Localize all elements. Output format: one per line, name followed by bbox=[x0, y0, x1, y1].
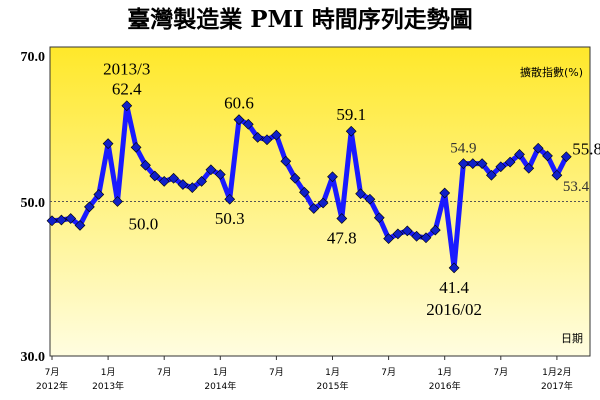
data-point bbox=[112, 196, 123, 207]
data-point bbox=[186, 182, 198, 193]
data-label: 62.4 bbox=[112, 80, 142, 99]
data-point bbox=[364, 193, 376, 205]
data-point bbox=[205, 164, 217, 176]
data-point bbox=[467, 158, 479, 169]
data-point bbox=[327, 171, 338, 183]
y-tick-label: 50.0 bbox=[21, 196, 46, 211]
data-point bbox=[158, 176, 170, 187]
data-point bbox=[411, 230, 422, 242]
data-point bbox=[224, 193, 236, 205]
data-point bbox=[336, 213, 348, 224]
x-tick-label: 7月 bbox=[381, 367, 396, 378]
x-axis-label: 日期 bbox=[561, 332, 583, 345]
data-point bbox=[196, 176, 207, 187]
data-point bbox=[233, 114, 245, 125]
data-point bbox=[401, 225, 413, 237]
data-point bbox=[130, 142, 142, 153]
data-label: 55.8 bbox=[572, 140, 600, 159]
data-label: 50.0 bbox=[129, 215, 159, 234]
data-point bbox=[102, 138, 114, 149]
data-point bbox=[476, 158, 488, 169]
data-point bbox=[261, 134, 273, 146]
data-point bbox=[65, 213, 77, 224]
data-point bbox=[308, 203, 320, 214]
data-point bbox=[93, 189, 105, 200]
x-tick-label: 1月 bbox=[437, 367, 452, 378]
data-label: 50.3 bbox=[215, 209, 245, 228]
data-point bbox=[448, 262, 460, 274]
data-point bbox=[317, 197, 329, 209]
data-point bbox=[420, 232, 432, 244]
data-point bbox=[458, 158, 469, 169]
data-label: 41.4 bbox=[439, 278, 469, 297]
x-tick-year-label: 2017年 bbox=[541, 380, 573, 392]
data-point bbox=[299, 186, 310, 198]
data-point bbox=[495, 161, 507, 173]
data-label: 2013/3 bbox=[103, 60, 150, 79]
x-axis-ticks: 7月 2012年 1月 2013年 7月 1月 2014年 7月 1月 2015年 7月 1月 2016… bbox=[36, 356, 573, 392]
x-tick-label: 7月 bbox=[45, 367, 60, 378]
data-point bbox=[373, 212, 385, 224]
data-point bbox=[280, 155, 292, 167]
data-annotations: 2013/362.4 50.0 60.6 50.3 59.1 47.8 41.4 2016/0… bbox=[103, 60, 600, 319]
data-point bbox=[429, 224, 441, 236]
data-label: 53.4 bbox=[563, 179, 590, 195]
data-point bbox=[252, 132, 264, 143]
x-tick-label: 1月 bbox=[213, 367, 228, 378]
data-point bbox=[289, 172, 301, 184]
x-tick-label: 1月 bbox=[101, 367, 116, 378]
x-tick-year-label: 2015年 bbox=[317, 380, 349, 392]
data-point bbox=[560, 151, 572, 163]
chart-title: 臺灣製造業 PMI 時間序列走勢圖 bbox=[127, 6, 473, 33]
data-label: 54.9 bbox=[450, 141, 476, 157]
data-point bbox=[486, 169, 497, 181]
x-tick-year-label: 2016年 bbox=[429, 380, 461, 392]
data-label: 47.8 bbox=[327, 229, 357, 248]
data-point bbox=[177, 179, 189, 190]
x-tick-year-label: 2014年 bbox=[204, 380, 236, 392]
x-tick-label: 1月2月 bbox=[542, 367, 571, 378]
data-label: 60.6 bbox=[224, 94, 254, 113]
x-tick-year-label: 2013年 bbox=[92, 380, 124, 392]
data-label: 59.1 bbox=[336, 105, 366, 124]
data-point bbox=[84, 201, 95, 213]
data-point bbox=[383, 233, 394, 244]
y-tick-label: 70.0 bbox=[21, 50, 46, 65]
data-point bbox=[271, 129, 282, 141]
data-point bbox=[523, 162, 535, 174]
data-point bbox=[355, 188, 366, 200]
data-point bbox=[121, 100, 133, 112]
data-point bbox=[504, 156, 516, 168]
data-label: 2016/02 bbox=[426, 300, 482, 319]
x-tick-year-label: 2012年 bbox=[36, 380, 68, 392]
data-point bbox=[514, 149, 525, 160]
y-tick-label: 30.0 bbox=[21, 350, 46, 365]
x-tick-label: 7月 bbox=[157, 367, 172, 378]
data-point bbox=[46, 215, 58, 227]
data-point bbox=[392, 228, 404, 240]
x-tick-label: 7月 bbox=[269, 367, 284, 378]
data-point bbox=[74, 220, 86, 231]
data-point bbox=[439, 187, 451, 199]
data-point bbox=[551, 169, 563, 181]
data-point bbox=[140, 159, 151, 171]
x-tick-label: 1月 bbox=[325, 367, 340, 378]
data-point bbox=[149, 170, 161, 182]
data-point bbox=[542, 150, 553, 162]
data-point bbox=[168, 172, 179, 184]
x-tick-label: 7月 bbox=[493, 367, 508, 378]
data-point bbox=[56, 214, 67, 226]
data-point bbox=[214, 169, 226, 180]
data-point bbox=[242, 118, 254, 130]
data-point bbox=[532, 142, 544, 154]
data-point bbox=[345, 125, 357, 137]
y-axis-label: 擴散指數(%) bbox=[520, 65, 583, 79]
pmi-series bbox=[46, 100, 572, 274]
